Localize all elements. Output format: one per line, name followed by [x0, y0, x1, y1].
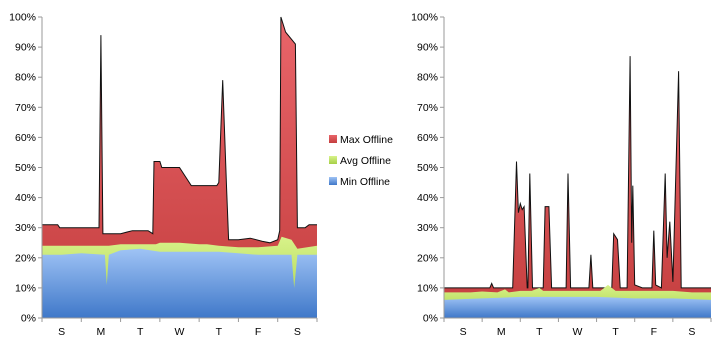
y-tick-label: 60% — [417, 132, 438, 144]
y-tick-label: 90% — [417, 42, 438, 54]
x-category-label: T — [137, 326, 144, 338]
legend-swatch-avg — [329, 156, 337, 164]
series-line-max — [42, 16, 317, 244]
y-tick-label: 50% — [417, 162, 438, 174]
y-tick-label: 0% — [21, 313, 36, 325]
legend-label-min: Min Offline — [340, 176, 390, 188]
x-category-label: W — [573, 326, 583, 338]
x-category-label: W — [175, 326, 185, 338]
x-category-label: T — [216, 326, 223, 338]
y-tick-label: 10% — [15, 282, 36, 294]
series-area-max — [444, 56, 711, 318]
y-tick-label: 40% — [15, 192, 36, 204]
legend-label-avg: Avg Offline — [340, 155, 391, 167]
x-category-label: S — [58, 326, 65, 338]
x-category-label: T — [536, 326, 543, 338]
y-tick-label: 10% — [417, 282, 438, 294]
x-category-label: F — [651, 326, 657, 338]
y-tick-label: 100% — [411, 12, 438, 24]
right-chart: 0% 10% 20% 30% 40% 50% 60% 70% 80% 90% 100% S M T W T F S — [411, 12, 712, 338]
x-category-label: M — [97, 326, 106, 338]
y-tick-label: 80% — [417, 72, 438, 84]
y-tick-label: 20% — [15, 252, 36, 264]
x-category-label: M — [497, 326, 506, 338]
legend-swatch-min — [329, 177, 337, 185]
y-tick-label: 50% — [15, 162, 36, 174]
series-line-max — [444, 56, 711, 289]
series-area-min — [42, 248, 317, 318]
y-tick-label: 90% — [15, 42, 36, 54]
y-tick-label: 20% — [417, 252, 438, 264]
chart-legend: Max Offline Avg Offline Min Offline — [329, 134, 393, 188]
x-category-label: T — [612, 326, 619, 338]
legend-label-max: Max Offline — [340, 134, 393, 146]
legend-swatch-max — [329, 135, 337, 143]
y-tick-label: 30% — [417, 222, 438, 234]
x-category-label: S — [688, 326, 695, 338]
y-tick-label: 100% — [9, 12, 36, 24]
y-tick-label: 60% — [15, 132, 36, 144]
y-tick-label: 30% — [15, 222, 36, 234]
x-category-label: S — [294, 326, 301, 338]
x-category-label: S — [460, 326, 467, 338]
x-category-label: F — [255, 326, 261, 338]
y-tick-label: 70% — [417, 102, 438, 114]
y-tick-label: 70% — [15, 102, 36, 114]
y-tick-label: 80% — [15, 72, 36, 84]
left-chart: 0% 10% 20% 30% 40% 50% 60% 70% 80% 90% 100% S M T W T F S — [9, 12, 318, 338]
y-tick-label: 0% — [423, 313, 438, 325]
y-tick-label: 40% — [417, 192, 438, 204]
series-area-min — [444, 296, 711, 318]
